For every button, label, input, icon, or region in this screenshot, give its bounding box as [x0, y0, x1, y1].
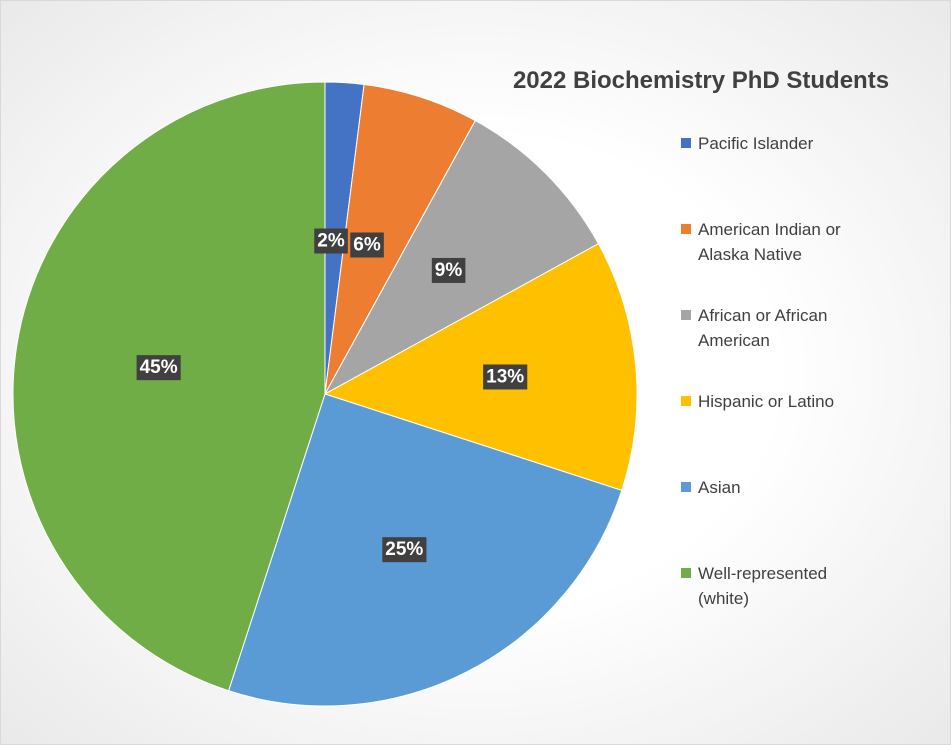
- legend-label-line: Alaska Native: [698, 245, 802, 264]
- pie-slice-well-represented: [12, 81, 326, 692]
- data-label-asian: 25%: [382, 537, 427, 563]
- data-label-american-indian: 6%: [350, 232, 384, 258]
- legend-swatch: [681, 138, 691, 148]
- legend-label: Hispanic or Latino: [698, 389, 938, 414]
- data-label-african-american: 9%: [431, 257, 466, 283]
- legend-label: Asian: [698, 475, 938, 500]
- chart-title: 2022 Biochemistry PhD Students: [512, 67, 890, 94]
- legend-label-line: American: [698, 331, 770, 350]
- legend-swatch: [681, 310, 691, 320]
- legend-label-line: (white): [698, 589, 750, 608]
- data-label-text-well-represented: 45%: [140, 357, 178, 378]
- data-label-box-african-american: [431, 257, 466, 283]
- legend-label: African or African American: [698, 303, 938, 353]
- data-label-box-american-indian: [350, 232, 384, 258]
- legend-label-line: Well-represented: [698, 564, 828, 583]
- legend-label-line: Pacific Islander: [698, 134, 814, 153]
- legend-label: Well-represented (white): [698, 561, 938, 611]
- legend-label-line: Hispanic or Latino: [698, 392, 835, 411]
- legend-label: American Indian or Alaska Native: [698, 217, 938, 267]
- legend-label-line: African or African: [698, 306, 828, 325]
- legend-swatch: [681, 224, 691, 234]
- legend-swatch: [681, 568, 691, 578]
- legend-swatch: [681, 396, 691, 406]
- legend-label-line: American Indian or: [698, 220, 841, 239]
- data-label-pacific-islander: 2%: [314, 228, 348, 254]
- data-label-well-represented: 45%: [136, 355, 181, 381]
- data-label-text-american-indian: 6%: [353, 235, 381, 256]
- data-label-hispanic-latino: 13%: [483, 364, 528, 390]
- data-label-text-asian: 25%: [385, 539, 423, 560]
- data-label-box-pacific-islander: [314, 228, 348, 254]
- legend-swatch: [681, 482, 691, 492]
- data-label-text-african-american: 9%: [435, 260, 463, 281]
- data-label-box-well-represented: [136, 355, 181, 381]
- pie-slice-hispanic-latino: [323, 243, 638, 492]
- data-label-text-pacific-islander: 2%: [317, 231, 345, 252]
- data-label-box-hispanic-latino: [483, 364, 528, 390]
- legend-label: Pacific Islander: [698, 131, 938, 156]
- pie-slice-african-american: [323, 119, 600, 396]
- data-label-text-hispanic-latino: 13%: [486, 366, 524, 387]
- data-label-box-asian: [382, 537, 427, 563]
- legend-label-line: Asian: [698, 478, 741, 497]
